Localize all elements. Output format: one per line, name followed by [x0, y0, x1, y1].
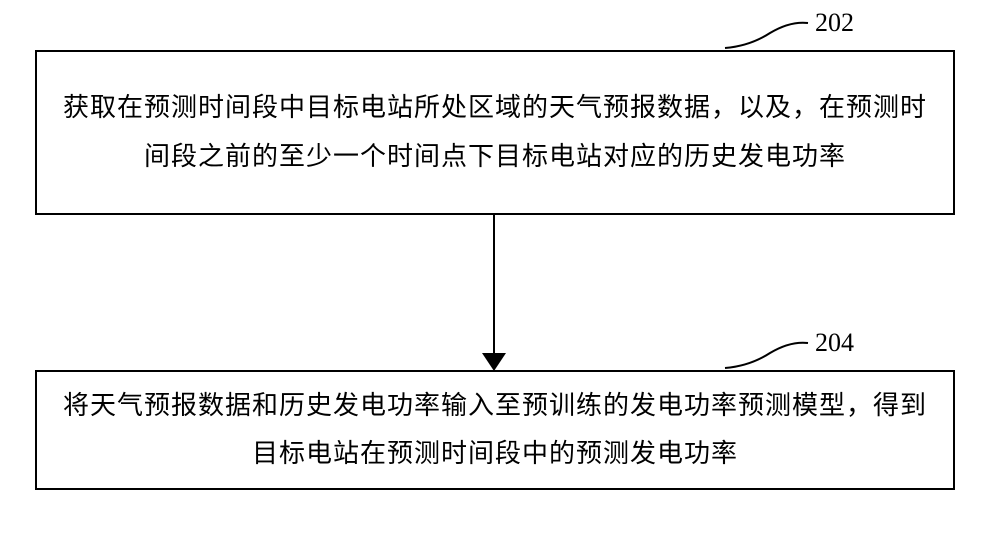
- flowchart-step-1: 获取在预测时间段中目标电站所处区域的天气预报数据，以及，在预测时间段之前的至少一…: [35, 50, 955, 215]
- step-1-text: 获取在预测时间段中目标电站所处区域的天气预报数据，以及，在预测时间段之前的至少一…: [57, 84, 933, 180]
- step-2-label: 204: [815, 328, 854, 358]
- flowchart-step-2: 将天气预报数据和历史发电功率输入至预训练的发电功率预测模型，得到目标电站在预测时…: [35, 370, 955, 490]
- label-curve-2: [720, 338, 810, 373]
- label-curve-1: [720, 18, 810, 53]
- step-1-label: 202: [815, 8, 854, 38]
- step-2-text: 将天气预报数据和历史发电功率输入至预训练的发电功率预测模型，得到目标电站在预测时…: [57, 382, 933, 478]
- arrow-line: [493, 215, 495, 357]
- arrow-head: [482, 353, 506, 371]
- flowchart-container: 获取在预测时间段中目标电站所处区域的天气预报数据，以及，在预测时间段之前的至少一…: [0, 0, 1000, 538]
